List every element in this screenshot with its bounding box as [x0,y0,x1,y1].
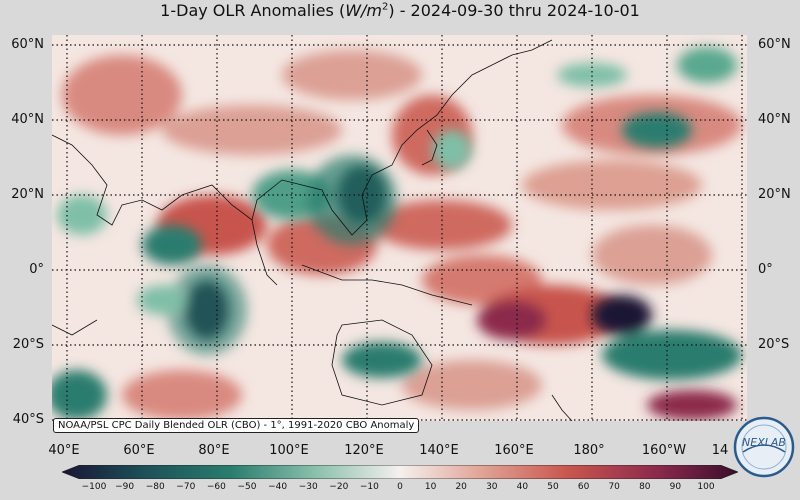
colorbar-tick-label: −40 [268,482,288,492]
lat-label-20s-right: 20°S [758,337,790,352]
colorbar-tick-label: 50 [547,482,559,492]
lon-label-180: 180° [573,443,605,458]
colorbar-tick-label: −30 [298,482,318,492]
colorbar-tick-label: −70 [176,482,196,492]
colorbar-tick-label: 0 [397,482,403,492]
lat-label-20n-left: 20°N [11,187,44,202]
lon-label-140w-partial: 14 [711,443,729,458]
nexlab-logo: NEXLAB [733,416,795,478]
colorbar-tick-label: 40 [516,482,529,492]
lon-label-40e: 40°E [48,443,80,458]
colorbar-tick-label: 100 [697,482,715,492]
lon-label-160e: 160°E [494,443,534,458]
colorbar-tick-label: −20 [329,482,349,492]
colorbar-tick-label: 60 [577,482,590,492]
lon-label-60e: 60°E [123,443,155,458]
lat-label-20n-right: 20°N [758,187,791,202]
colorbar-tick-label: 90 [669,482,682,492]
lon-label-80e: 80°E [198,443,230,458]
colorbar-tick-label: 30 [486,482,498,492]
negative-anomaly-field [52,47,742,420]
lon-label-100e: 100°E [269,443,309,458]
coastlines [52,39,573,421]
colorbar-tick-label: −90 [115,482,135,492]
colorbar-tick-label: 80 [639,482,651,492]
lat-label-40n-left: 40°N [11,112,44,127]
colorbar-tick-label: −100 [81,482,107,492]
lon-label-120e: 120°E [344,443,384,458]
olr-anomaly-map [52,35,747,421]
colorbar [62,465,738,479]
lon-label-140e: 140°E [419,443,459,458]
lat-label-40s-left: 40°S [12,412,44,427]
colorbar-tick-label: −60 [206,482,226,492]
colorbar-tick-label: −10 [359,482,379,492]
colorbar-tick-label: 10 [424,482,437,492]
colorbar-tick-label: 20 [455,482,467,492]
logo-text: NEXLAB [742,436,786,449]
colorbar-tick-label: −50 [237,482,257,492]
colorbar-tick-label: 70 [608,482,620,492]
lat-label-20s-left: 20°S [12,337,44,352]
data-credit-label: NOAA/PSL CPC Daily Blended OLR (CBO) - 1… [53,418,420,433]
lon-label-160w: 160°W [641,443,687,458]
colorbar-tick-label: −80 [145,482,165,492]
lat-label-60n-right: 60°N [758,37,791,52]
lat-label-40n-right: 40°N [758,112,791,127]
map-title: 1-Day OLR Anomalies (W/m2) - 2024-09-30 … [160,1,640,20]
lat-label-0-right: 0° [758,262,773,277]
lat-label-0-left: 0° [29,262,44,277]
map-field [52,35,747,421]
lat-label-60n-left: 60°N [11,37,44,52]
